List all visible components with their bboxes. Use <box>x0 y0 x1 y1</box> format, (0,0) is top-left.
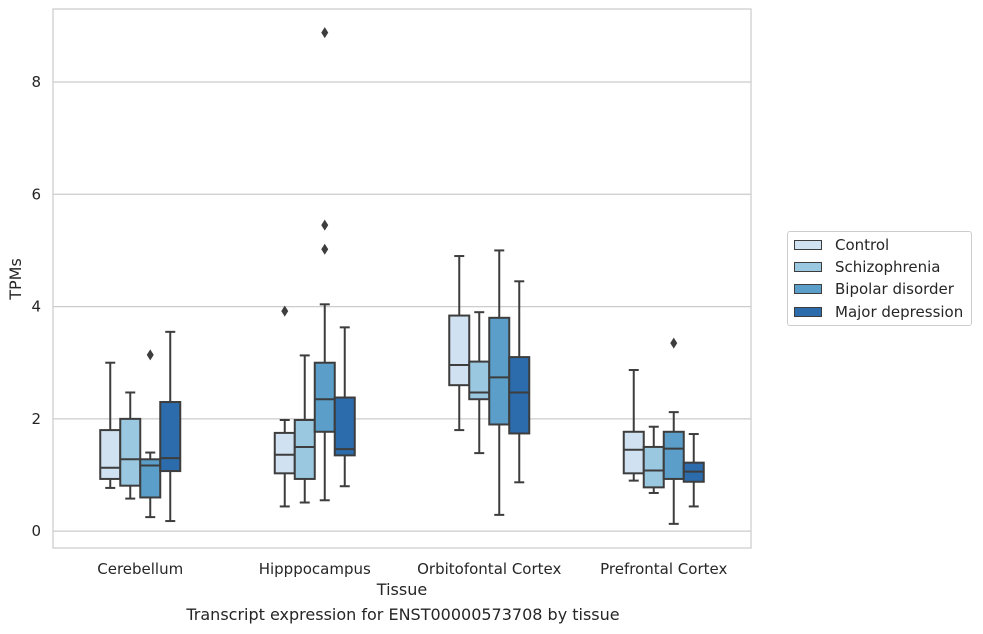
iqr-box <box>642 445 665 489</box>
outlier-point <box>670 337 678 349</box>
y-tick-label: 0 <box>31 522 41 540</box>
iqr-box <box>448 314 471 387</box>
box-schizophrenia <box>119 391 142 500</box>
iqr-box <box>508 356 531 435</box>
chart-caption: Transcript expression for ENST0000057370… <box>186 605 620 624</box>
iqr-box <box>99 429 122 480</box>
y-tick-label: 2 <box>31 410 41 428</box>
legend-item-major-depression: Major depression <box>794 302 963 322</box>
legend-item-control: Control <box>794 235 889 255</box>
iqr-box <box>293 418 316 480</box>
x-tick-label: Cerebellum <box>97 560 183 578</box>
legend-swatch-schizophrenia <box>794 262 822 272</box>
outlier-point <box>321 27 329 39</box>
iqr-box <box>333 396 356 457</box>
legend: Control Schizophrenia Bipolar disorder M… <box>787 231 972 326</box>
legend-swatch-control <box>794 240 822 250</box>
box-bipolar-disorder <box>139 349 162 519</box>
box-major-depression <box>508 280 531 484</box>
box-control <box>99 361 122 489</box>
box-major-depression <box>682 433 705 508</box>
box-control <box>622 369 645 482</box>
legend-swatch-bipolar-disorder <box>794 284 822 294</box>
outlier-point <box>321 243 329 255</box>
box-bipolar-disorder <box>313 27 336 502</box>
legend-label-major-depression: Major depression <box>835 303 964 321</box>
y-tick-labels: 0 2 4 6 8 <box>31 73 41 540</box>
box-schizophrenia <box>642 425 665 494</box>
iqr-box <box>622 430 645 475</box>
legend-label-control: Control <box>835 236 890 254</box>
box-schizophrenia <box>293 354 316 504</box>
box-bipolar-disorder <box>662 337 685 525</box>
legend-label-bipolar-disorder: Bipolar disorder <box>835 280 954 298</box>
y-tick-label: 4 <box>31 298 41 316</box>
iqr-box <box>662 430 685 480</box>
x-tick-label: Hipppocampus <box>259 560 371 578</box>
iqr-box <box>468 360 491 401</box>
iqr-box <box>119 417 142 487</box>
iqr-box <box>488 316 511 426</box>
box-control <box>448 255 471 432</box>
legend-item-schizophrenia: Schizophrenia <box>794 257 940 277</box>
iqr-box <box>139 458 162 499</box>
box-major-depression <box>159 330 182 523</box>
legend-label-schizophrenia: Schizophrenia <box>835 258 941 276</box>
iqr-box <box>273 431 296 475</box>
x-tick-label: Prefrontal Cortex <box>600 560 727 578</box>
outlier-point <box>321 219 329 231</box>
y-axis-label: TPMs <box>6 258 25 301</box>
legend-swatch-major-depression <box>794 307 822 317</box>
iqr-box <box>159 401 182 473</box>
x-tick-label: Orbitofontal Cortex <box>417 560 561 578</box>
outlier-point <box>146 349 154 361</box>
outlier-point <box>281 305 289 317</box>
y-tick-label: 8 <box>31 73 41 91</box>
iqr-box <box>313 361 336 433</box>
legend-item-bipolar-disorder: Bipolar disorder <box>794 279 954 299</box>
x-tick-labels: Cerebellum Hipppocampus Orbitofontal Corte… <box>97 560 727 578</box>
box-elements <box>99 27 705 525</box>
x-axis-label: Tissue <box>376 580 427 599</box>
y-tick-label: 6 <box>31 185 41 203</box>
box-major-depression <box>333 326 356 488</box>
